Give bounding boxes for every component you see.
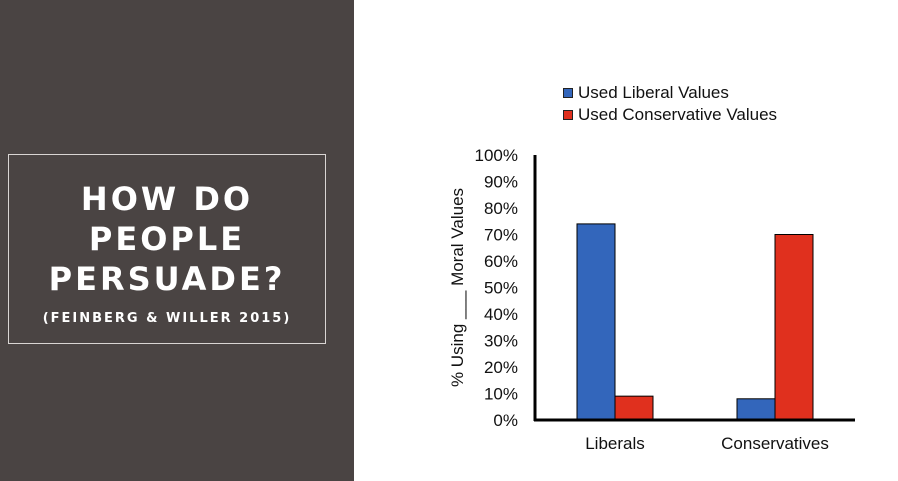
legend-swatch-liberal: [563, 88, 573, 98]
y-tick-label: 20%: [484, 358, 518, 377]
chart-legend: Used Liberal Values Used Conservative Va…: [563, 82, 777, 126]
y-axis-title: % Using ___ Moral Values: [448, 188, 467, 387]
y-tick-label: 70%: [484, 226, 518, 245]
y-tick-label: 0%: [493, 411, 518, 430]
slide-title: HOW DO PEOPLE PERSUADE?: [9, 179, 325, 299]
bar-conservatives-conservative: [774, 234, 814, 421]
y-tick-label: 40%: [484, 305, 518, 324]
legend-swatch-conservative: [563, 110, 573, 120]
y-tick-label: 30%: [484, 332, 518, 351]
y-tick-label: 10%: [484, 385, 518, 404]
legend-label-liberal: Used Liberal Values: [578, 83, 729, 102]
y-tick-label: 90%: [484, 173, 518, 192]
bar-liberals-liberal: [576, 223, 616, 421]
legend-label-conservative: Used Conservative Values: [578, 105, 778, 124]
title-line-3: PERSUADE?: [48, 260, 286, 298]
legend-item-conservative: Used Conservative Values: [563, 104, 777, 126]
y-tick-label: 100%: [475, 146, 518, 165]
bar-liberals-conservative: [614, 395, 654, 421]
y-tick-label: 60%: [484, 252, 518, 271]
bar-conservatives-liberal: [736, 398, 776, 421]
y-tick-label: 50%: [484, 279, 518, 298]
y-tick-label: 80%: [484, 199, 518, 218]
title-frame: HOW DO PEOPLE PERSUADE? (FEINBERG & WILL…: [8, 154, 326, 344]
title-panel: HOW DO PEOPLE PERSUADE? (FEINBERG & WILL…: [0, 0, 354, 481]
legend-item-liberal: Used Liberal Values: [563, 82, 777, 104]
citation: (FEINBERG & WILLER 2015): [42, 311, 292, 326]
x-category-label: Conservatives: [721, 434, 829, 453]
title-line-1: HOW DO: [80, 180, 254, 218]
x-category-label: Liberals: [585, 434, 645, 453]
title-line-2: PEOPLE: [88, 220, 246, 258]
